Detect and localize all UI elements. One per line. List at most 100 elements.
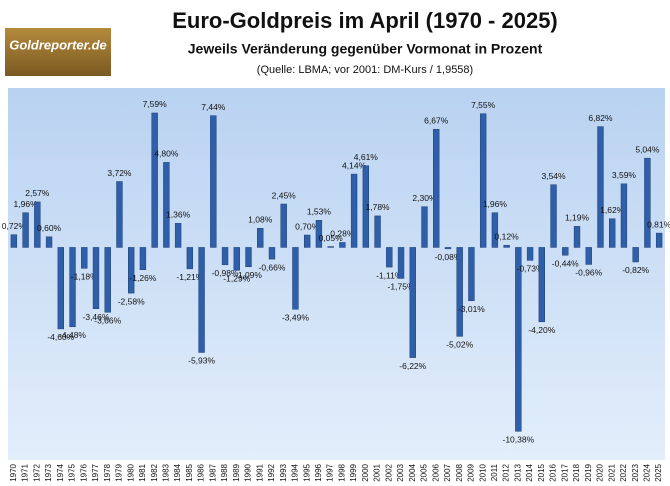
- bar: [515, 247, 522, 432]
- x-tick-label: 2014: [525, 463, 534, 481]
- bar: [397, 247, 405, 279]
- x-tick-label: 1976: [79, 463, 88, 481]
- x-tick-label: 2007: [443, 463, 452, 481]
- x-tick-label: 2010: [478, 463, 487, 481]
- value-label: -4,60%: [47, 332, 74, 342]
- value-label: 4,80%: [154, 149, 179, 159]
- x-tick-label: 2011: [490, 463, 499, 481]
- bar: [362, 165, 370, 248]
- x-tick-label: 2002: [384, 463, 393, 481]
- bar: [374, 215, 381, 248]
- bar: [57, 247, 64, 330]
- bar: [292, 247, 299, 310]
- bar: [327, 246, 334, 248]
- logo-box: [5, 28, 111, 76]
- x-tick-label: 2001: [373, 463, 382, 481]
- bar: [620, 183, 628, 248]
- x-tick-label: 2008: [455, 463, 464, 481]
- value-label: 0,81%: [647, 219, 670, 229]
- value-label: -4,48%: [59, 330, 86, 340]
- x-tick-label: 1989: [232, 463, 241, 481]
- x-tick-label: 2021: [607, 463, 616, 481]
- value-label: 3,72%: [107, 168, 132, 178]
- value-label: -1,21%: [176, 272, 203, 282]
- x-tick-label: 2003: [396, 463, 405, 481]
- plot-area: [8, 88, 665, 460]
- x-tick-label: 2009: [467, 463, 476, 481]
- value-label: 7,55%: [471, 100, 496, 110]
- value-label: 1,96%: [483, 199, 508, 209]
- bar: [644, 157, 651, 248]
- value-label: 7,44%: [201, 102, 226, 112]
- value-label: 7,59%: [143, 99, 168, 109]
- value-label: -4,20%: [528, 325, 555, 335]
- value-label: -3,01%: [458, 304, 485, 314]
- value-label: -1,11%: [376, 270, 403, 280]
- x-tick-label: 2023: [631, 463, 640, 481]
- value-label: -1,75%: [388, 282, 415, 292]
- bar: [268, 247, 276, 260]
- value-label: -0,73%: [517, 264, 544, 274]
- value-label: -0,96%: [575, 268, 602, 278]
- x-tick-label: 2016: [549, 463, 558, 481]
- value-label: -6,22%: [399, 361, 426, 371]
- value-label: 0,12%: [495, 232, 520, 242]
- value-label: 1,08%: [248, 215, 273, 225]
- bar: [386, 247, 393, 268]
- x-tick-label: 2024: [643, 463, 652, 481]
- bar: [92, 247, 100, 309]
- x-tick-label: 1975: [68, 463, 77, 481]
- bar: [233, 247, 240, 271]
- x-tick-label: 1980: [126, 463, 135, 481]
- bar: [456, 247, 463, 337]
- bar: [186, 247, 194, 270]
- bar: [139, 247, 147, 270]
- bar: [280, 203, 287, 248]
- x-tick-label: 2015: [537, 463, 546, 481]
- value-label: 0,72%: [2, 221, 27, 231]
- x-tick-label: 2020: [596, 463, 605, 481]
- x-tick-label: 1994: [291, 463, 300, 481]
- chart-subtitle: Jeweils Veränderung gegenüber Vormonat i…: [188, 41, 543, 57]
- value-label: 3,54%: [541, 171, 566, 181]
- bar: [198, 247, 205, 353]
- value-label: 5,04%: [635, 144, 660, 154]
- bar: [468, 247, 475, 301]
- value-label: 0,60%: [37, 223, 62, 233]
- bar: [350, 173, 358, 248]
- bar: [22, 212, 29, 248]
- bar: [585, 247, 592, 265]
- bar: [609, 218, 616, 248]
- x-tick-label: 1999: [349, 463, 358, 481]
- value-label: -0,08%: [434, 252, 461, 262]
- bar: [573, 226, 581, 248]
- x-tick-label: 2025: [654, 463, 663, 481]
- bar: [128, 247, 135, 294]
- value-label: 1,78%: [366, 202, 391, 212]
- x-tick-label: 1992: [267, 463, 276, 481]
- bar: [421, 206, 428, 248]
- bar: [339, 242, 346, 248]
- bar: [491, 212, 499, 248]
- value-label: 1,36%: [166, 210, 191, 220]
- value-label: -10,38%: [503, 435, 535, 445]
- x-tick-label: 1971: [21, 463, 30, 481]
- bar: [81, 247, 88, 269]
- value-label: -1,18%: [71, 272, 98, 282]
- bar: [315, 220, 323, 248]
- value-label: 2,30%: [412, 193, 437, 203]
- x-tick-label: 1986: [197, 463, 206, 481]
- x-tick-label: 2017: [560, 463, 569, 481]
- x-tick-label: 1982: [150, 463, 159, 481]
- value-label: -0,82%: [622, 265, 649, 275]
- bar: [245, 247, 252, 267]
- bar: [444, 247, 452, 250]
- x-tick-label: 1984: [173, 463, 182, 481]
- x-tick-label: 2006: [431, 463, 440, 481]
- bar: [257, 228, 264, 248]
- value-label: 6,67%: [424, 116, 449, 126]
- x-tick-label: 1972: [32, 463, 41, 481]
- bar: [10, 234, 18, 248]
- bar: [303, 234, 311, 248]
- bar: [34, 201, 41, 248]
